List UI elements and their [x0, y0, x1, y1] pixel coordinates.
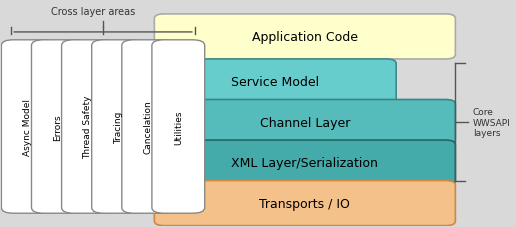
FancyBboxPatch shape [154, 141, 456, 185]
Text: Application Code: Application Code [252, 31, 358, 44]
FancyBboxPatch shape [154, 100, 456, 145]
FancyBboxPatch shape [92, 41, 144, 213]
Text: Cross layer areas: Cross layer areas [51, 7, 135, 17]
Text: Core
WWSAPI
layers: Core WWSAPI layers [473, 108, 510, 137]
Text: Tracing: Tracing [114, 111, 123, 143]
FancyBboxPatch shape [2, 41, 54, 213]
Text: Utilities: Utilities [174, 110, 183, 144]
FancyBboxPatch shape [31, 41, 84, 213]
FancyBboxPatch shape [152, 41, 205, 213]
Text: Cancelation: Cancelation [143, 100, 153, 154]
Text: Errors: Errors [53, 114, 62, 140]
FancyBboxPatch shape [61, 41, 115, 213]
Text: Transports / IO: Transports / IO [260, 197, 350, 210]
FancyBboxPatch shape [154, 60, 396, 104]
Text: Service Model: Service Model [231, 76, 319, 89]
FancyBboxPatch shape [154, 15, 456, 60]
Text: Thread Safety: Thread Safety [84, 95, 92, 159]
FancyBboxPatch shape [122, 41, 174, 213]
Text: Async Model: Async Model [23, 99, 33, 155]
Text: XML Layer/Serialization: XML Layer/Serialization [232, 156, 378, 169]
Text: Channel Layer: Channel Layer [260, 116, 350, 129]
FancyBboxPatch shape [154, 181, 456, 226]
